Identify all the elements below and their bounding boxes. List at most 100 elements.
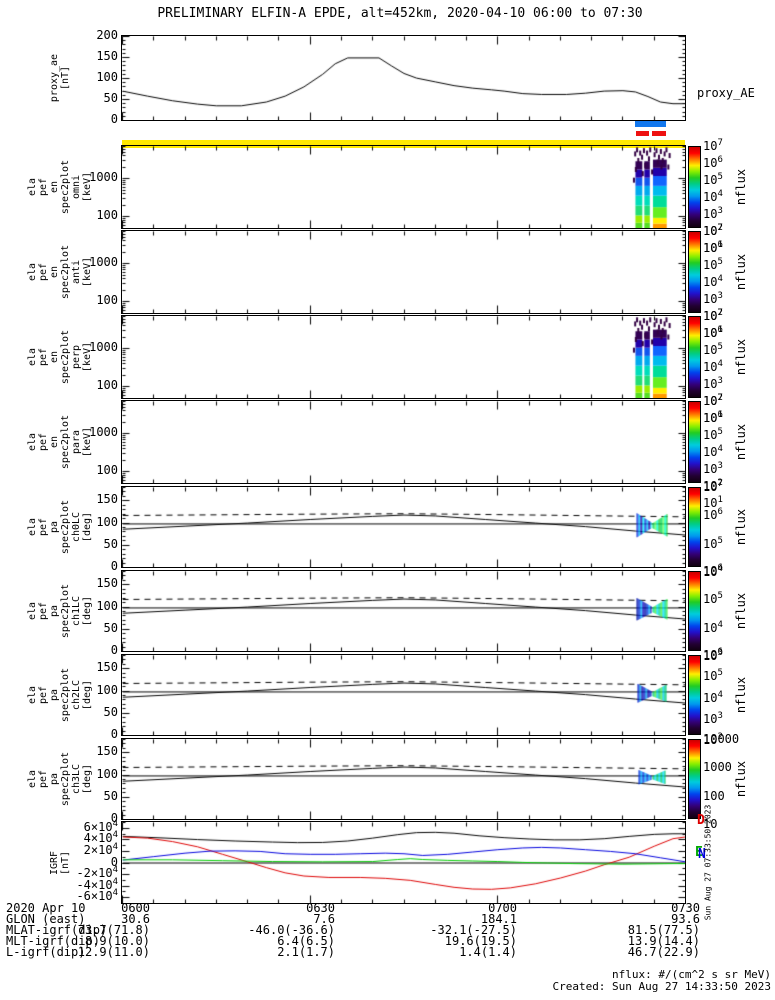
anti-canvas [122, 231, 685, 313]
omni-cbtick-5: 102 [703, 223, 723, 238]
para-colorbar [688, 401, 701, 483]
footer-row-0-col-2: 0700 [488, 901, 517, 915]
igrf-ytick-5: -4×104 [76, 876, 118, 892]
footer-row-4-col-0: 12.9(11.0) [77, 945, 150, 959]
footer-row-1-label: GLON (east) [6, 912, 86, 926]
perp-ytick-1: 100 [96, 378, 118, 393]
omni-ylabel: ela pef en spec2plot omni [keV] [0, 112, 135, 262]
para-ytick-1: 100 [96, 463, 118, 478]
ch1-ytick-2: 100 [96, 598, 118, 613]
omni-colorbar [688, 146, 701, 228]
para-ytick-0: 1000 [89, 425, 118, 440]
igrf-legend-E: E [695, 845, 703, 860]
footer-row-1-col-0: 30.6 [121, 912, 150, 926]
ch3-ytick-1: 50 [103, 788, 118, 803]
ch0-colorbar [688, 487, 701, 567]
perp-cbtick-3: 104 [703, 359, 723, 374]
ch2-cbtick-4: 102 [703, 732, 723, 747]
igrf-ytick-1: 4×104 [83, 830, 118, 846]
igrf-ytick-6: -6×104 [76, 888, 118, 904]
footer-row-3-label: MLT-igrf(dip) [6, 934, 100, 948]
ch0-cbtick-2: 105 [703, 535, 723, 551]
para-cbtick-6: 101 [703, 495, 723, 510]
ch0-ytick-1: 50 [103, 536, 118, 551]
omni-cbtick-3: 104 [703, 189, 723, 204]
ch3-ytick-2: 100 [96, 766, 118, 781]
omni-cbtick-4: 103 [703, 206, 723, 221]
epoch-bar-blue-1 [634, 121, 667, 127]
footer-row-1-col-1: 7.6 [313, 912, 335, 926]
footer-row-4: L-igrf(dip) 12.9(11.0) 2.1(1.7) 1.4(1.4) 46.… [0, 946, 775, 958]
footer-row-4-col-1: 2.1(1.7) [277, 945, 335, 959]
omni-ytick-0: 1000 [89, 170, 118, 185]
para-cbtick-0: 107 [703, 393, 723, 408]
para-cbtick-5: 102 [703, 478, 723, 493]
ch0-ytick-0: 0 [110, 559, 118, 573]
omni-cbtick-6: 101 [703, 240, 723, 255]
ch3-cbtick-3: 10 [703, 817, 718, 831]
ch1-canvas [122, 571, 685, 651]
footer-row-3-col-1: 6.4(6.5) [277, 934, 335, 948]
omni-cbtick-0: 107 [703, 138, 723, 153]
anti-cbtick-4: 103 [703, 291, 723, 306]
igrf-ytick-4: -2×104 [76, 865, 118, 881]
ch1-ytick-3: 150 [96, 576, 118, 591]
footer-row-3-col-3: 13.9(14.4) [627, 934, 700, 948]
perp-ytick-0: 1000 [89, 340, 118, 355]
footer-row-2-label: MLAT-igrf(dip) [6, 923, 108, 937]
ch2-ytick-0: 0 [110, 727, 118, 741]
igrf-ytick-0: 6×104 [83, 818, 118, 834]
anti-colorbar [688, 231, 701, 313]
proxy_ae-ytick-2: 100 [96, 70, 118, 84]
proxy_ae-ytick-3: 150 [96, 49, 118, 63]
epoch-bar-red-2 [636, 131, 650, 136]
footer-row-2-col-2: -32.1(-27.5) [430, 923, 517, 937]
ch3-ytick-0: 0 [110, 811, 118, 825]
omni-canvas [122, 146, 685, 228]
footer-row-4-col-2: 1.4(1.4) [459, 945, 517, 959]
ch2-ytick-1: 50 [103, 704, 118, 719]
omni-cbtick-2: 105 [703, 172, 723, 187]
ch1-cbtick-3: 103 [703, 648, 723, 663]
ch1-cbtick-0: 106 [703, 563, 723, 578]
footer-row-2-col-3: 81.5(77.5) [627, 923, 700, 937]
ch1-cbtick-2: 104 [703, 619, 723, 635]
anti-cbtick-5: 102 [703, 308, 723, 323]
ch3-cbtick-0: 10000 [703, 732, 740, 746]
footer-row-3: MLT-igrf(dip) 8.9(10.0) 6.4(6.5) 19.6(19.5)… [0, 935, 775, 947]
omni-ylabel-text: ela pef en spec2plot omni [keV] [27, 159, 93, 215]
proxy_ae-ytick-1: 50 [103, 91, 118, 105]
footer-row-0-col-1: 0630 [306, 901, 335, 915]
footer-row-4-col-3: 46.7(22.9) [627, 945, 700, 959]
perp-cbtick-2: 105 [703, 342, 723, 357]
ch2-ytick-2: 100 [96, 682, 118, 697]
footer-row-1-col-2: 184.1 [480, 912, 517, 926]
anti-ytick-1: 100 [96, 293, 118, 308]
ch3-colorbar [688, 739, 701, 819]
footer-row-0-col-3: 0730 [671, 901, 700, 915]
para-cbtick-3: 104 [703, 444, 723, 459]
footer-row-0-col-0: 0600 [121, 901, 150, 915]
proxy-ae-right-label: proxy_AE [697, 86, 755, 100]
omni-cbtick-1: 106 [703, 155, 723, 170]
epoch-bar-red-3 [652, 131, 666, 136]
anti-cbtick-2: 105 [703, 257, 723, 272]
igrf-legend-D: D [697, 813, 705, 828]
perp-cbtick-6: 101 [703, 410, 723, 425]
ch3-cbtick-2: 100 [703, 788, 725, 803]
nflux-units-note: nflux: #/(cm^2 s sr MeV) [612, 968, 771, 981]
ch2-cbtick-1: 105 [703, 668, 723, 684]
footer-row-3-col-2: 19.6(19.5) [444, 934, 517, 948]
footer-row-2: MLAT-igrf(dip) 73.7(71.8) -46.0(-36.6) -32.… [0, 924, 775, 936]
perp-cbtick-5: 102 [703, 393, 723, 408]
perp-ylabel-text: ela pef en spec2plot perp [keV] [27, 329, 93, 385]
ch3-canvas [122, 739, 685, 819]
ch0-cbtick-0: 107 [703, 479, 723, 494]
ch2-cbtick-0: 106 [703, 647, 723, 662]
ch3-cbtick-1: 1000 [703, 760, 732, 775]
ch1-ytick-0: 0 [110, 643, 118, 657]
para-cbtick-4: 103 [703, 461, 723, 476]
perp-cbtick-0: 107 [703, 308, 723, 323]
igrf-ytick-3: 0 [110, 854, 118, 869]
epoch-bar-yellow-0 [122, 140, 685, 148]
